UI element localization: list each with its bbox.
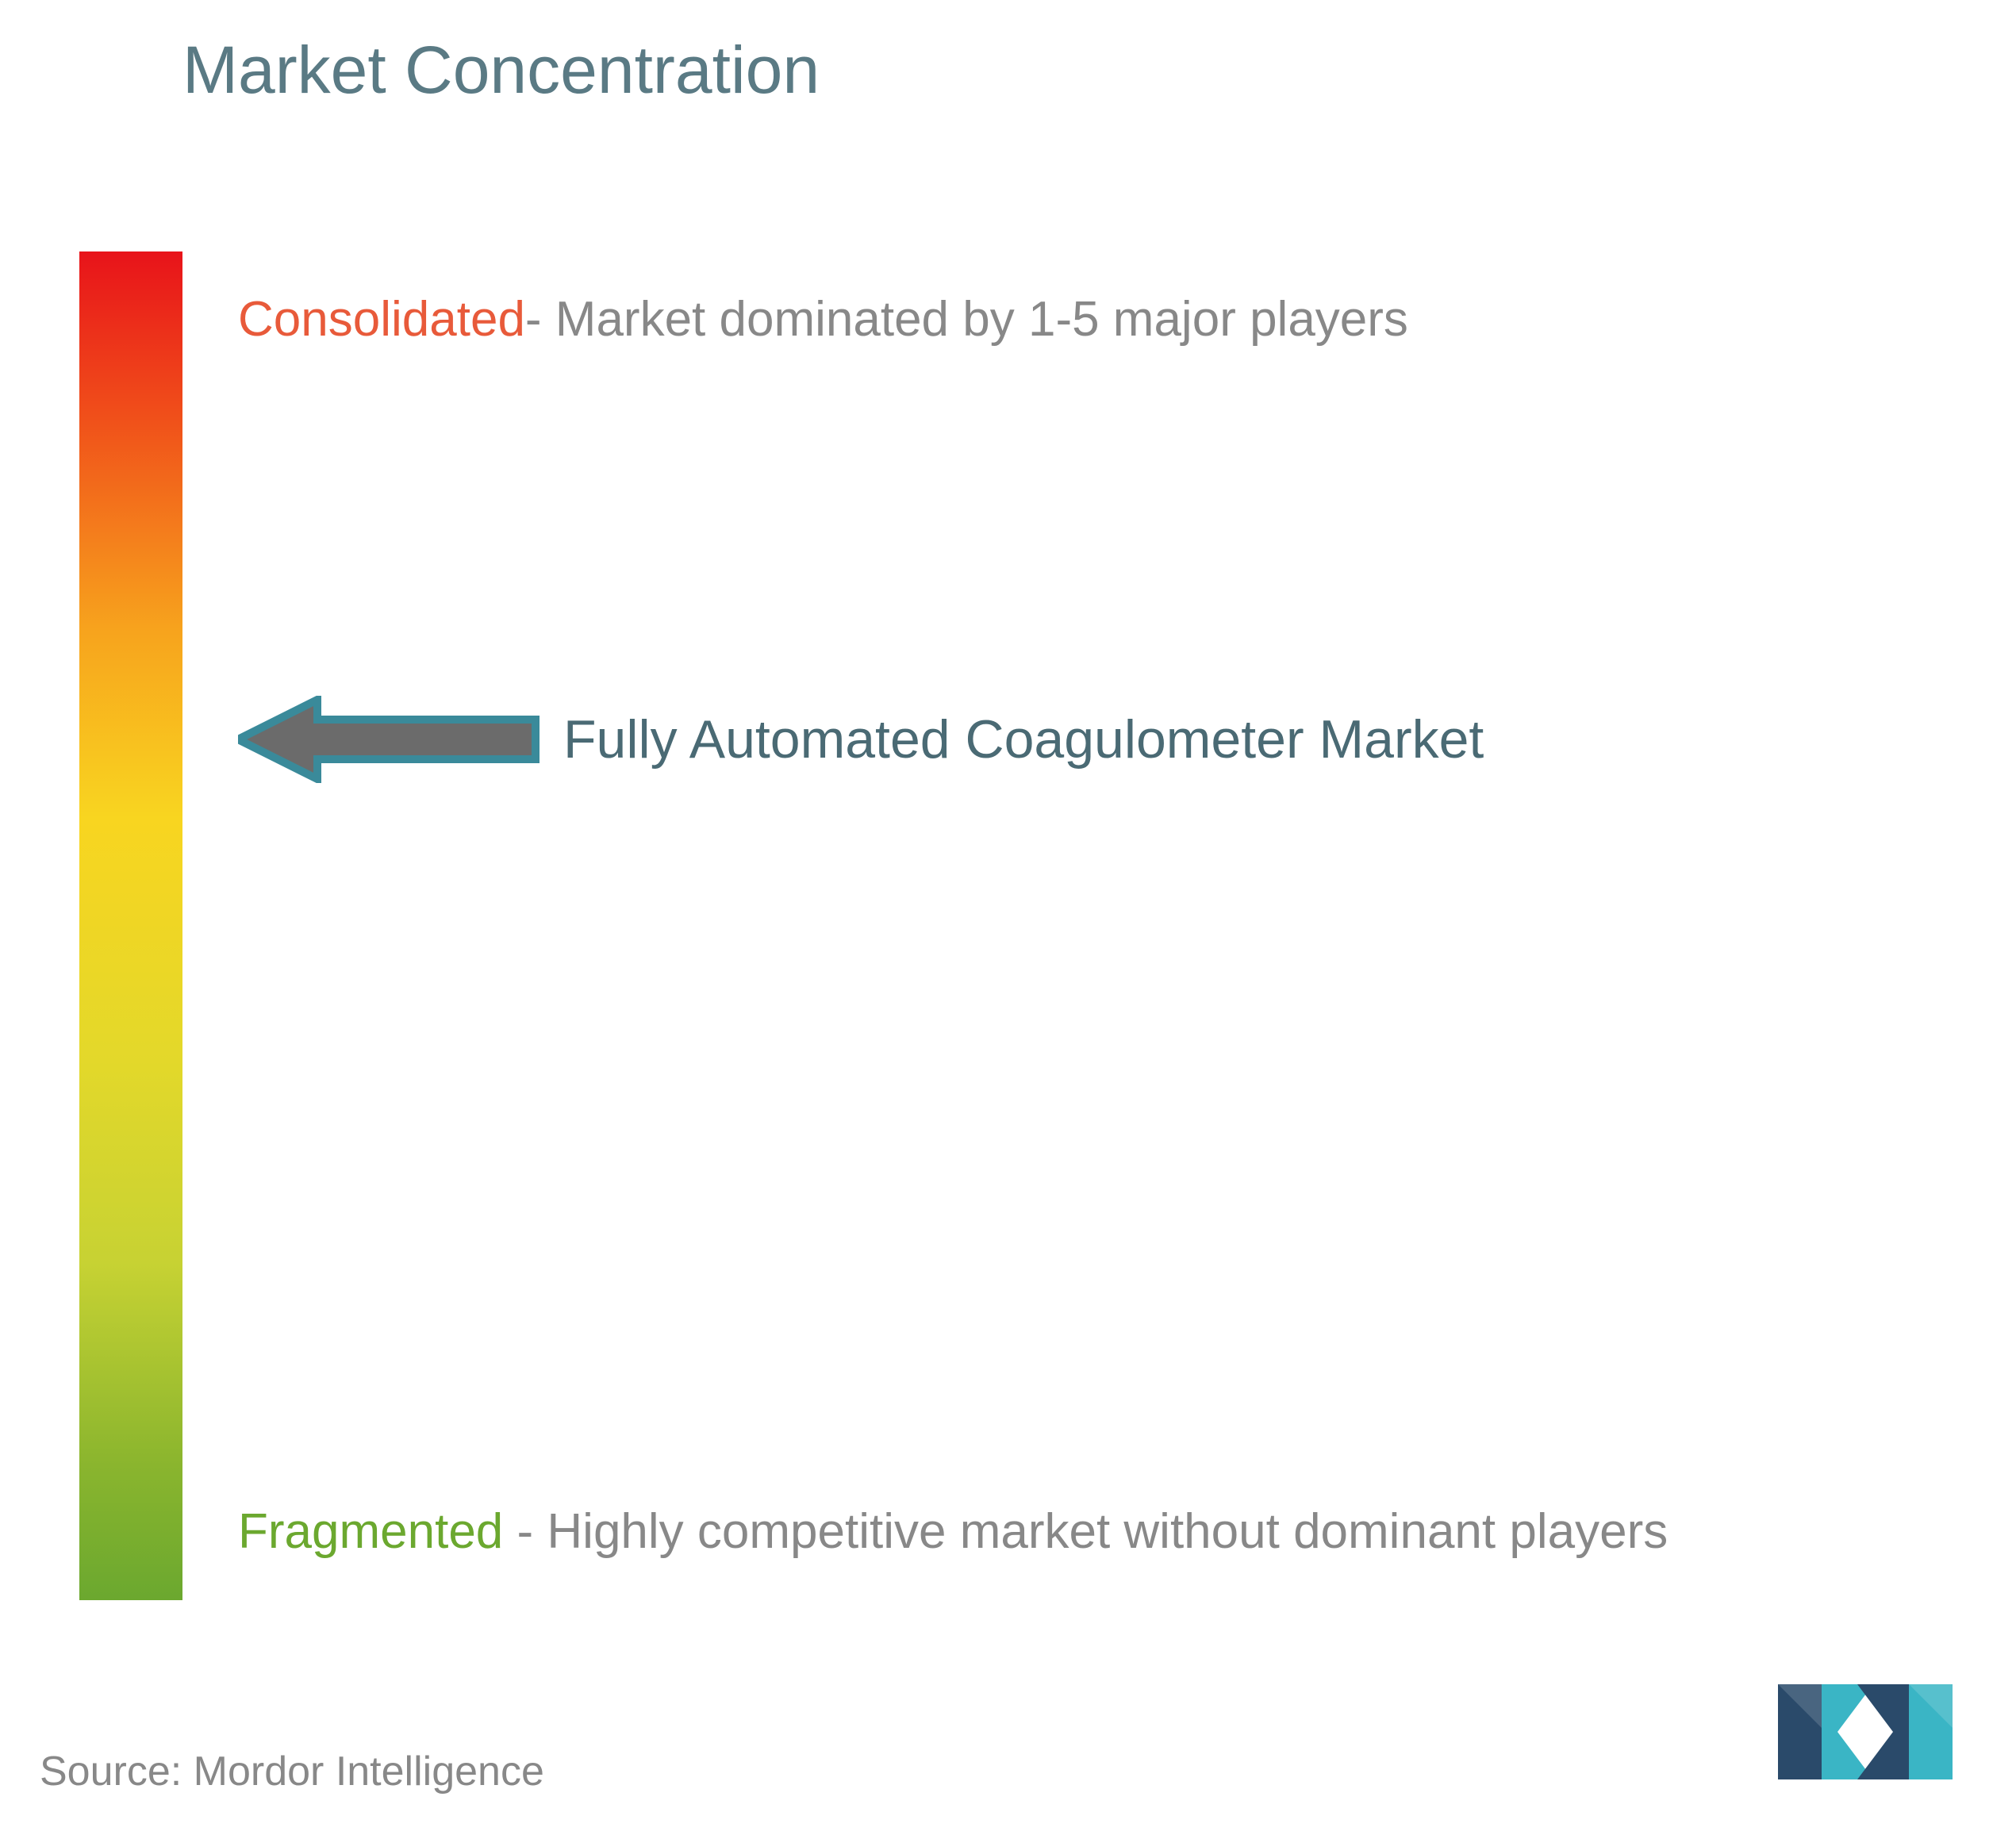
market-name: Fully Automated Coagulometer Market [563,708,1484,770]
source-attribution: Source: Mordor Intelligence [40,1748,544,1795]
market-pointer-block: Fully Automated Coagulometer Market [238,696,1484,783]
arrow-left-icon [238,696,540,783]
concentration-gradient-bar [79,251,182,1600]
fragmented-desc-prefix: - [503,1504,547,1559]
consolidated-block: Consolidated- Market dominated by 1-5 ma… [238,275,1976,364]
consolidated-label: Consolidated [238,292,525,347]
fragmented-description: Highly competitive market without domina… [547,1504,1668,1559]
text-area: Consolidated- Market dominated by 1-5 ma… [238,251,1976,1600]
consolidated-desc-prefix: - [525,292,555,347]
consolidated-description: Market dominated by 1-5 major players [555,292,1408,347]
fragmented-label: Fragmented [238,1504,503,1559]
source-text: Mordor Intelligence [194,1749,544,1795]
source-prefix: Source: [40,1749,194,1795]
page-title: Market Concentration [182,32,1976,109]
content-area: Consolidated- Market dominated by 1-5 ma… [40,251,1976,1600]
mordor-logo-icon [1778,1684,1953,1795]
fragmented-block: Fragmented - Highly competitive market w… [238,1488,1668,1576]
